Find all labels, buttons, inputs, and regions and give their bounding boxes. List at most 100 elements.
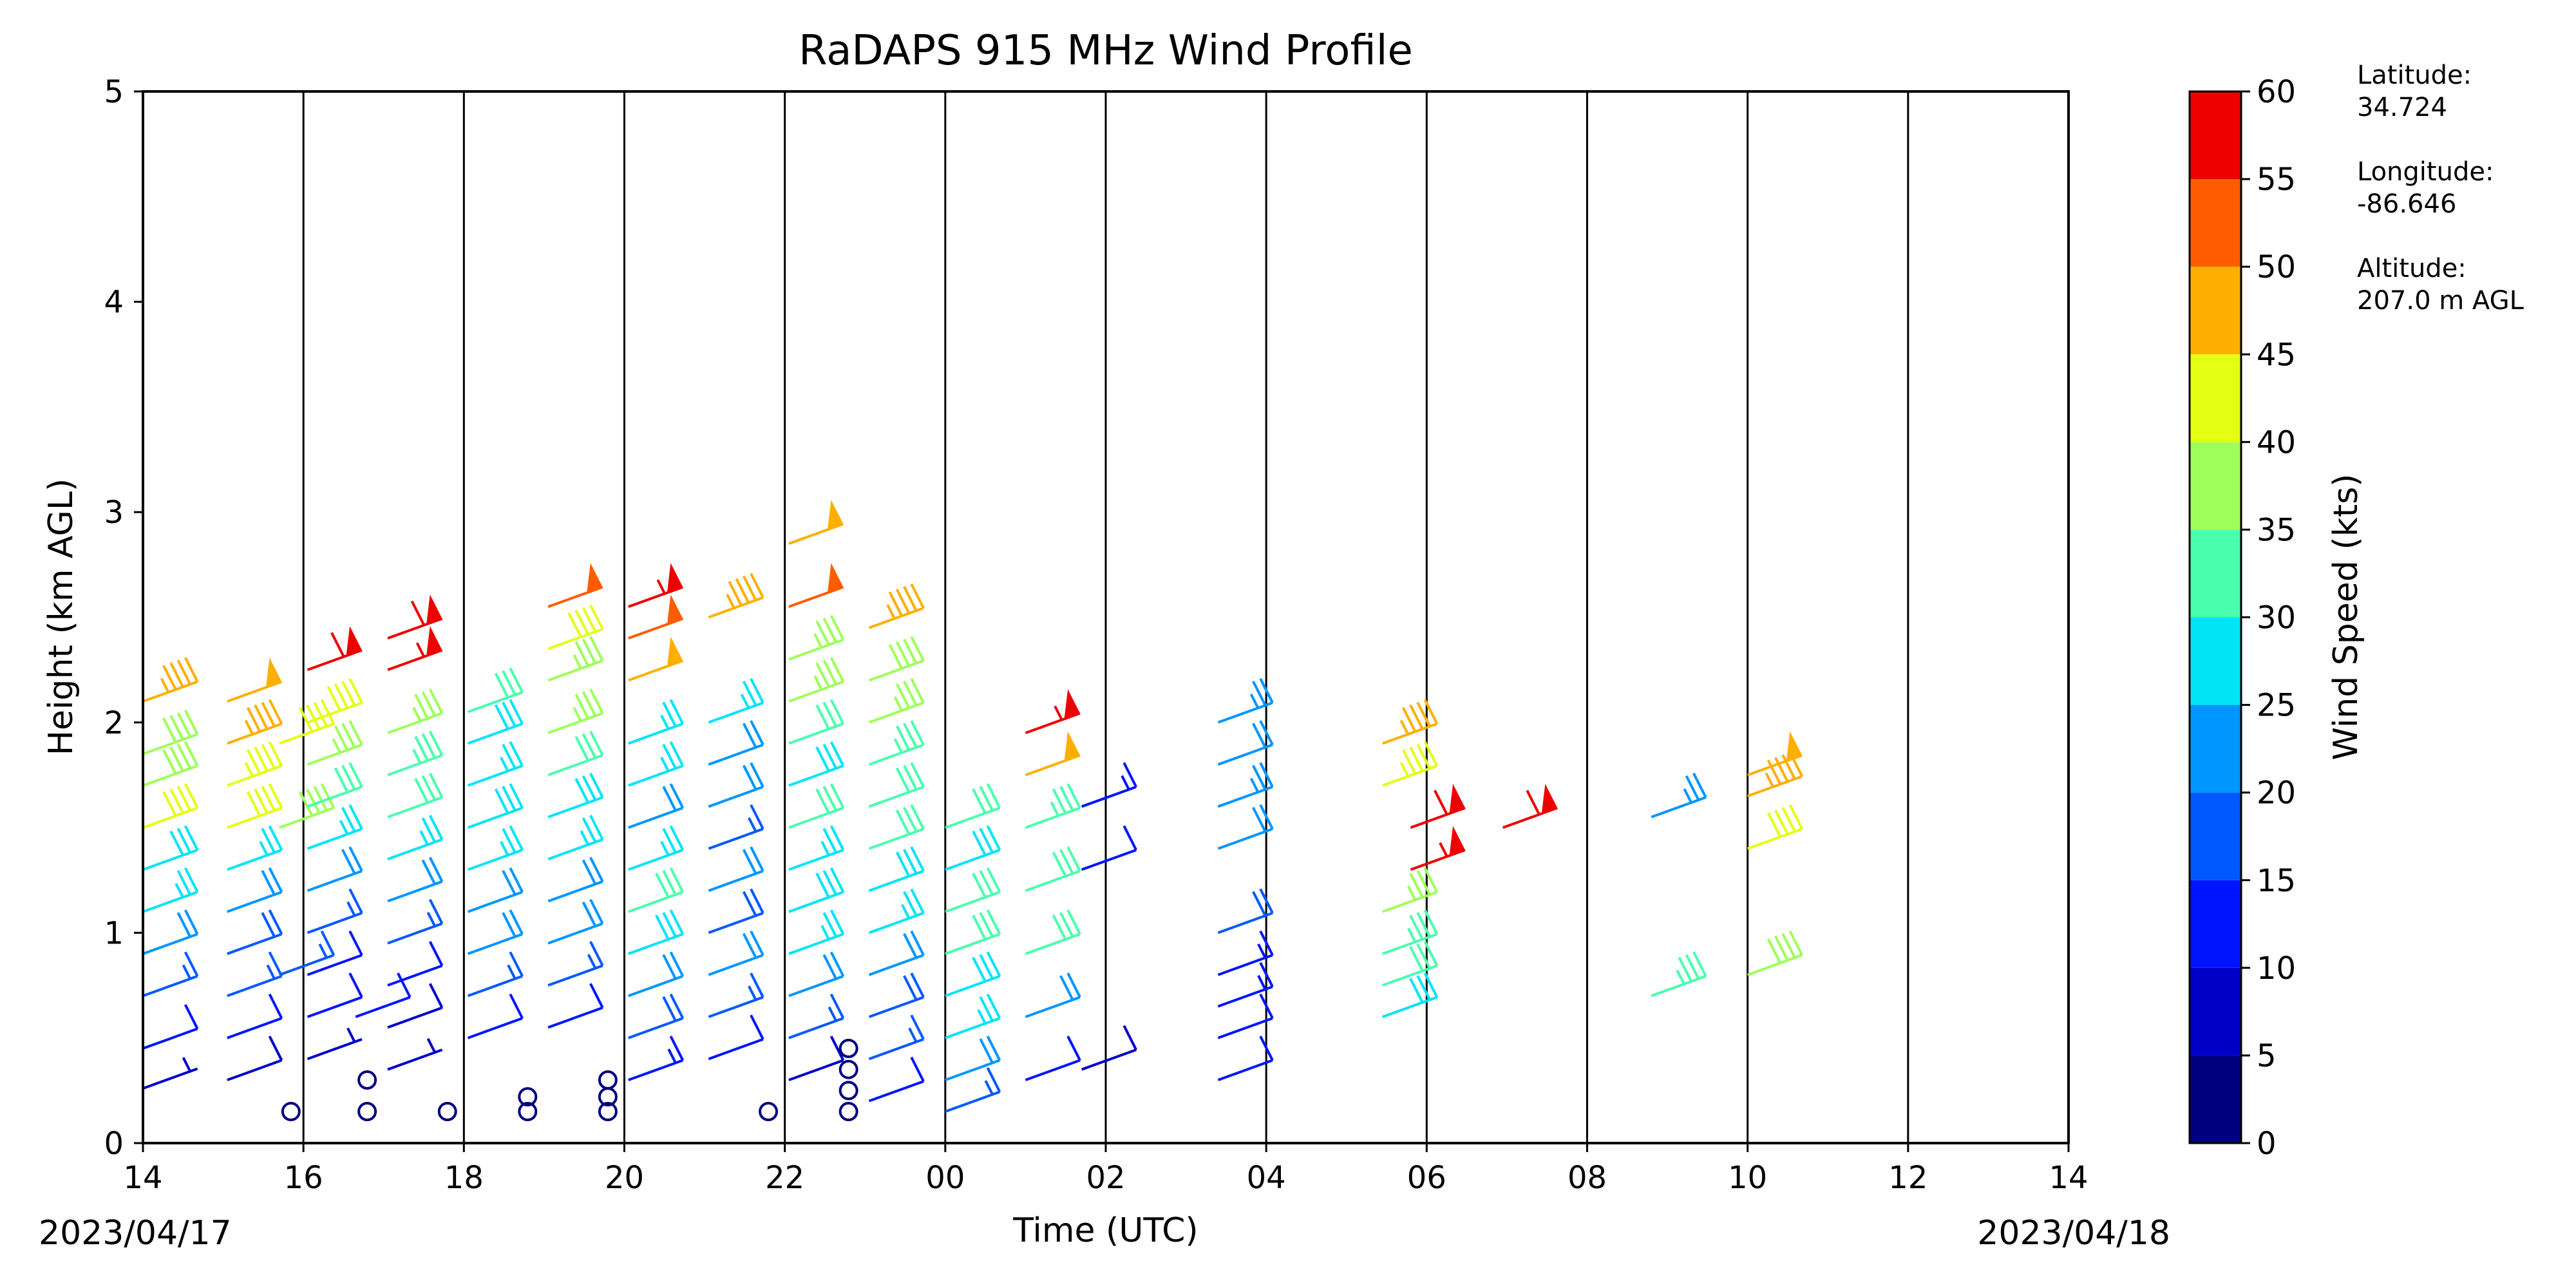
barb-full: [428, 730, 444, 756]
wind-barb: [227, 951, 283, 998]
barb-staff: [467, 933, 523, 955]
barb-full: [910, 636, 925, 661]
wind-barb: [547, 941, 604, 987]
barb-full: [986, 993, 1001, 1019]
barb-half: [667, 1048, 677, 1064]
barb-full: [750, 972, 764, 998]
wind-barb: [387, 857, 444, 903]
barb-full: [567, 612, 582, 638]
barb-full: [1685, 775, 1700, 801]
wind-barb: [628, 825, 685, 871]
barb-staff: [708, 996, 764, 1018]
barb-full: [910, 888, 925, 914]
barb-full: [1252, 806, 1267, 833]
barb-full: [348, 804, 363, 830]
wind-barb: [788, 909, 845, 955]
wind-barb: [467, 825, 524, 871]
wind-barb: [1081, 1025, 1138, 1071]
barb-staff: [1217, 985, 1273, 1008]
barb-full: [330, 632, 345, 658]
wind-barb: [1081, 762, 1138, 808]
barb-full: [986, 825, 1001, 851]
wind-barb: [708, 677, 764, 724]
barb-full: [662, 743, 677, 770]
barb-full: [1066, 909, 1081, 935]
wind-barb: [387, 815, 444, 860]
wind-barb: [547, 983, 604, 1029]
barb-full: [888, 643, 904, 670]
wind-barb: [142, 825, 199, 871]
barb-full: [669, 951, 685, 977]
barb-full: [1052, 914, 1067, 940]
colorbar-segment: [2190, 705, 2241, 793]
barb-flag: [667, 594, 683, 625]
barb-staff: [467, 891, 523, 913]
barb-full: [829, 951, 845, 977]
wind-barb: [547, 772, 604, 819]
barb-full: [348, 720, 363, 746]
wind-barb: [1025, 783, 1081, 829]
barb-full: [910, 677, 925, 704]
barb-staff: [945, 974, 1001, 998]
wind-barb: [547, 730, 604, 777]
latitude-label: Latitude:: [2357, 61, 2472, 90]
calm-barb: [357, 1070, 377, 1090]
barb-full: [1423, 699, 1439, 724]
barb-staff: [945, 1059, 1001, 1081]
barb-half: [332, 738, 341, 753]
wind-barb: [708, 804, 764, 850]
barb-staff: [307, 743, 363, 766]
wind-barb: [307, 804, 363, 850]
barb-full: [268, 867, 283, 893]
barb-full: [246, 706, 261, 733]
longitude-value: -86.646: [2357, 189, 2456, 219]
barb-half: [1439, 842, 1448, 857]
barb-full: [184, 1004, 199, 1030]
wind-barb: [227, 699, 283, 745]
barb-full: [669, 825, 685, 851]
y-tick-label: 2: [104, 705, 124, 741]
barb-half: [346, 901, 356, 916]
calm-barb: [838, 1102, 858, 1122]
barb-full: [169, 715, 184, 741]
x-tick-label: 00: [925, 1160, 965, 1196]
barb-full: [1692, 772, 1707, 799]
barb-full: [742, 849, 757, 875]
barb-full: [822, 618, 838, 643]
wind-barb: [628, 699, 685, 745]
barb-full: [822, 869, 838, 896]
barb-full: [669, 867, 685, 893]
barb-full: [176, 828, 192, 853]
x-tick-label: 20: [605, 1160, 644, 1196]
barb-full: [494, 788, 509, 814]
wind-barb: [142, 741, 199, 787]
barb-staff: [387, 1048, 443, 1071]
barb-full: [979, 954, 994, 980]
wind-barb: [788, 657, 845, 703]
barb-staff: [945, 848, 1001, 871]
wind-barb: [945, 1067, 1001, 1113]
barb-full: [829, 993, 845, 1019]
barb-half: [182, 1057, 192, 1072]
barb-staff: [1382, 891, 1438, 913]
barb-half: [1406, 886, 1417, 901]
barb-staff: [628, 1017, 684, 1039]
barb-half: [1676, 969, 1685, 985]
barb-full: [1434, 790, 1448, 815]
wind-barb: [788, 563, 844, 609]
wind-barb: [227, 658, 283, 703]
barb-full: [1252, 764, 1267, 790]
barb-half: [175, 883, 184, 898]
barb-full: [1692, 951, 1707, 977]
barb-full: [815, 788, 830, 814]
barb-staff: [142, 680, 198, 703]
barb-full: [986, 1036, 1001, 1061]
barb-staff: [788, 891, 844, 913]
barb-staff: [387, 964, 443, 987]
barb-staff: [945, 806, 1001, 829]
wind-barb: [708, 972, 764, 1018]
wind-barb: [708, 762, 764, 808]
wind-barb: [227, 741, 283, 787]
barb-full: [986, 783, 1001, 809]
calm-barb: [518, 1102, 538, 1122]
